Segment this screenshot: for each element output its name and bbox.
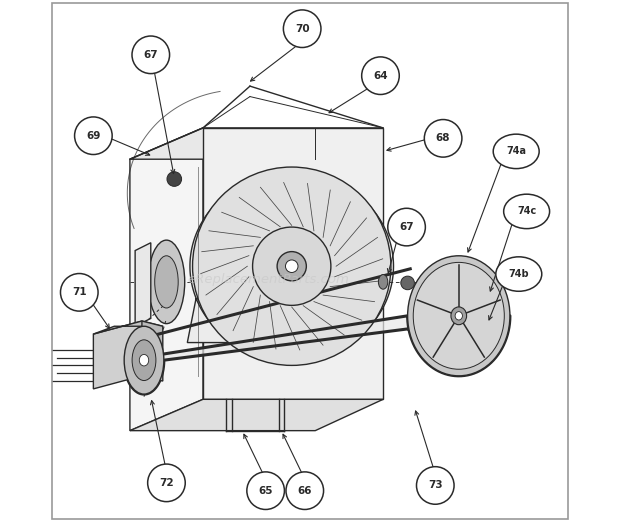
Text: 65: 65 (259, 485, 273, 496)
Ellipse shape (140, 354, 149, 366)
Polygon shape (130, 399, 383, 431)
Polygon shape (124, 316, 510, 394)
Text: 68: 68 (436, 133, 450, 144)
Circle shape (417, 467, 454, 504)
Circle shape (277, 252, 306, 281)
Polygon shape (203, 128, 383, 399)
Text: 70: 70 (295, 23, 309, 34)
Circle shape (247, 472, 285, 509)
Text: 74c: 74c (517, 206, 536, 217)
Ellipse shape (503, 194, 549, 229)
Text: 66: 66 (298, 485, 312, 496)
Circle shape (401, 276, 414, 290)
Circle shape (388, 208, 425, 246)
Ellipse shape (451, 307, 467, 325)
Text: 72: 72 (159, 478, 174, 488)
Circle shape (252, 227, 331, 305)
Ellipse shape (496, 257, 542, 291)
Text: 67: 67 (399, 222, 414, 232)
Circle shape (424, 120, 462, 157)
Circle shape (193, 167, 391, 365)
Text: 74b: 74b (508, 269, 529, 279)
Ellipse shape (407, 256, 510, 376)
Ellipse shape (155, 256, 178, 308)
Text: 64: 64 (373, 70, 388, 81)
Circle shape (167, 172, 182, 186)
Text: 69: 69 (86, 130, 100, 141)
Circle shape (361, 57, 399, 94)
Polygon shape (94, 321, 163, 334)
Circle shape (283, 10, 321, 48)
Polygon shape (187, 173, 394, 360)
Ellipse shape (378, 275, 388, 289)
Circle shape (61, 274, 98, 311)
Ellipse shape (494, 134, 539, 169)
Polygon shape (142, 321, 163, 381)
Polygon shape (130, 128, 203, 431)
Ellipse shape (132, 340, 156, 381)
Text: 67: 67 (143, 50, 158, 60)
Ellipse shape (148, 240, 185, 324)
Circle shape (74, 117, 112, 155)
Ellipse shape (414, 263, 504, 369)
Ellipse shape (124, 326, 164, 394)
Text: eReplacementParts.com: eReplacementParts.com (187, 273, 349, 286)
Text: 74a: 74a (506, 146, 526, 157)
Text: 73: 73 (428, 480, 443, 491)
Ellipse shape (455, 312, 463, 320)
Polygon shape (130, 128, 383, 159)
Polygon shape (94, 321, 142, 389)
Text: 71: 71 (72, 287, 87, 298)
Circle shape (286, 472, 324, 509)
Polygon shape (135, 243, 151, 326)
Circle shape (132, 36, 170, 74)
Circle shape (148, 464, 185, 502)
Circle shape (285, 260, 298, 272)
